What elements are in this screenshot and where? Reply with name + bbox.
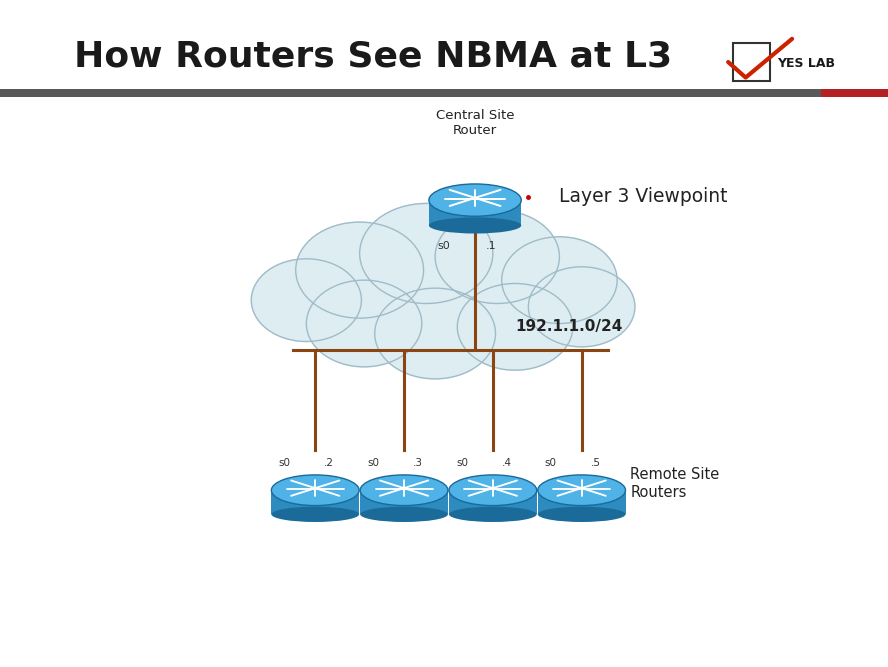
- Text: .1: .1: [486, 241, 496, 251]
- Text: s0: s0: [438, 241, 450, 251]
- Bar: [272, 490, 359, 514]
- Text: .2: .2: [324, 458, 334, 468]
- Text: s0: s0: [278, 458, 290, 468]
- Text: 192.1.1.0/24: 192.1.1.0/24: [515, 319, 622, 334]
- Text: s0: s0: [456, 458, 468, 468]
- Circle shape: [251, 259, 361, 342]
- Text: s0: s0: [367, 458, 379, 468]
- Text: Remote Site
Routers: Remote Site Routers: [630, 468, 720, 500]
- Ellipse shape: [538, 507, 625, 522]
- Bar: [733, 43, 770, 81]
- Bar: [821, 89, 888, 97]
- Text: Layer 3 Viewpoint: Layer 3 Viewpoint: [559, 187, 728, 206]
- Text: s0: s0: [544, 458, 557, 468]
- Bar: [449, 490, 536, 514]
- Ellipse shape: [538, 475, 625, 506]
- Bar: [361, 490, 448, 514]
- Text: How Routers See NBMA at L3: How Routers See NBMA at L3: [74, 40, 672, 73]
- Text: .5: .5: [591, 458, 600, 468]
- Circle shape: [502, 237, 617, 323]
- Text: YES LAB: YES LAB: [777, 57, 835, 71]
- Ellipse shape: [429, 184, 521, 216]
- Ellipse shape: [361, 475, 448, 506]
- Circle shape: [375, 288, 496, 379]
- Circle shape: [306, 280, 422, 367]
- Ellipse shape: [449, 475, 536, 506]
- Circle shape: [457, 283, 573, 370]
- Ellipse shape: [449, 507, 536, 522]
- Circle shape: [435, 210, 559, 303]
- Bar: [0, 89, 821, 97]
- Text: .4: .4: [502, 458, 511, 468]
- Ellipse shape: [272, 475, 359, 506]
- Ellipse shape: [272, 507, 359, 522]
- Bar: [429, 200, 521, 225]
- Ellipse shape: [361, 507, 448, 522]
- Text: .3: .3: [413, 458, 423, 468]
- Text: Central Site
Router: Central Site Router: [436, 109, 514, 137]
- Bar: [538, 490, 625, 514]
- Circle shape: [296, 222, 424, 318]
- Circle shape: [528, 267, 635, 347]
- Circle shape: [360, 203, 493, 303]
- Ellipse shape: [429, 217, 521, 233]
